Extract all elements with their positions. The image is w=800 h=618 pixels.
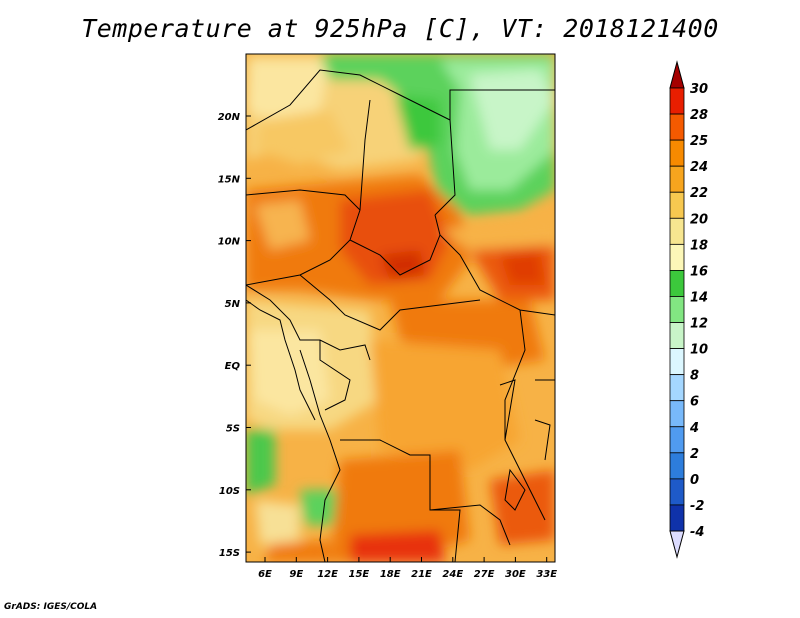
colorbar-label: 16 xyxy=(690,264,708,279)
colorbar-segment xyxy=(669,139,685,167)
colorbar-segment xyxy=(669,478,685,506)
lon-tick-label: 6E xyxy=(258,569,272,580)
colorbar-segment xyxy=(669,400,685,428)
colorbar-label: 2 xyxy=(690,447,699,462)
colorbar-label: 4 xyxy=(689,421,699,436)
lon-tick-label: 24E xyxy=(442,569,463,580)
colorbar-segment xyxy=(669,452,685,480)
colorbar-label: 20 xyxy=(690,212,708,227)
colorbar-label: 30 xyxy=(690,82,708,97)
colorbar-segment xyxy=(669,113,685,141)
colorbar-segment xyxy=(669,504,685,532)
lat-tick-label: 5S xyxy=(226,424,240,435)
colorbar-segment xyxy=(669,296,685,323)
lat-tick-label: 15N xyxy=(218,174,241,185)
colorbar-segment xyxy=(669,165,685,193)
colorbar-segment xyxy=(669,191,685,219)
latitude-axis: 20N 15N 10N 5N EQ 5S 10S 15S xyxy=(218,112,251,559)
colorbar-top-arrow xyxy=(669,60,685,89)
lon-tick-label: 9E xyxy=(289,569,303,580)
colorbar-label: 10 xyxy=(690,343,708,358)
colorbar-label: -2 xyxy=(690,499,704,514)
lat-tick-label: 10S xyxy=(219,486,240,497)
temperature-field xyxy=(246,54,555,562)
longitude-axis: 6E 9E 12E 15E 18E 21E 24E 27E 30E 33E xyxy=(258,557,557,580)
lon-tick-label: 30E xyxy=(505,569,526,580)
map-title: Temperature at 925hPa [C], VT: 201812140… xyxy=(81,14,719,43)
colorbar-label: 22 xyxy=(690,186,708,201)
lat-tick-label: 5N xyxy=(225,299,241,310)
lon-tick-label: 21E xyxy=(411,569,432,580)
colorbar-segment xyxy=(669,270,685,297)
country-borders xyxy=(246,69,555,562)
lat-tick-label: 15S xyxy=(219,548,240,559)
lon-tick-label: 33E xyxy=(536,569,557,580)
map-frame xyxy=(245,53,556,563)
colorbar-segment xyxy=(669,243,685,271)
colorbar-segment xyxy=(669,348,685,376)
colorbar-segment xyxy=(669,322,685,349)
lon-tick-label: 12E xyxy=(317,569,338,580)
colorbar-label: 18 xyxy=(690,238,708,253)
colorbar-segment xyxy=(669,426,685,454)
lon-tick-label: 18E xyxy=(380,569,401,580)
grads-credit: GrADS: IGES/COLA xyxy=(4,602,98,612)
colorbar-label: 12 xyxy=(690,317,708,332)
colorbar-label: 14 xyxy=(690,290,708,305)
lon-tick-label: 27E xyxy=(474,569,495,580)
lat-tick-label: 20N xyxy=(218,112,241,123)
colorbar-bottom-arrow xyxy=(669,530,685,559)
colorbar-label: 25 xyxy=(690,134,708,149)
colorbar-label: 24 xyxy=(690,160,708,175)
colorbar-label: 28 xyxy=(690,108,708,123)
colorbar-label: 6 xyxy=(690,395,699,410)
lon-tick-label: 15E xyxy=(349,569,370,580)
colorbar-segment xyxy=(669,87,685,115)
lat-tick-label: EQ xyxy=(225,361,241,372)
lat-tick-label: 10N xyxy=(218,237,241,248)
colorbar-segment xyxy=(669,374,685,402)
colorbar-label: -4 xyxy=(690,525,704,540)
colorbar-label: 0 xyxy=(690,473,699,488)
colorbar-segment xyxy=(669,217,685,245)
colorbar-label: 8 xyxy=(690,369,699,384)
